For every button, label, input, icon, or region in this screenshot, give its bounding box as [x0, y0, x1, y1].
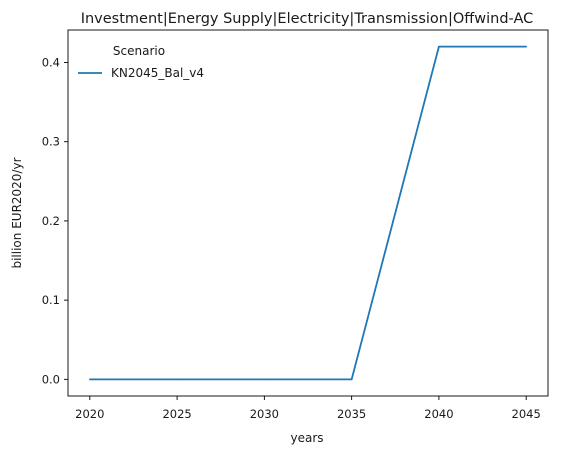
data-point: [263, 378, 266, 381]
y-tick-label: 0.0: [42, 372, 60, 386]
data-point: [89, 378, 91, 381]
series-line-kn2045-bal-v4: [89, 45, 527, 381]
axes-frame: [67, 29, 549, 397]
y-axis-label: billion EUR2020/yr: [10, 157, 24, 268]
x-tick-label: 2020: [75, 407, 104, 421]
data-point: [350, 378, 353, 381]
x-tick-label: 2040: [424, 407, 453, 421]
x-tick-label: 2045: [512, 407, 541, 421]
x-tick-label: 2035: [337, 407, 366, 421]
y-tick-label: 0.4: [42, 55, 60, 69]
data-point: [438, 45, 440, 48]
legend-title: Scenario: [113, 44, 165, 58]
x-axis-label: years: [290, 431, 323, 445]
legend-entry-kn2045-bal-v4: KN2045_Bal_v4: [111, 66, 204, 80]
y-axis: 0.0 0.1 0.2 0.3 0.4: [42, 55, 68, 386]
x-tick-label: 2025: [162, 407, 191, 421]
data-point: [176, 378, 178, 381]
series-layer: [89, 45, 527, 381]
chart-title: Investment|Energy Supply|Electricity|Tra…: [81, 11, 534, 27]
y-tick-label: 0.1: [42, 293, 60, 307]
y-tick-label: 0.3: [42, 135, 60, 149]
data-point: [525, 45, 527, 48]
x-axis: 2020 2025 2030 2035 2040 2045: [75, 396, 541, 421]
plot-area: 2020 2025 2030 2035 2040 2045 0.0 0.1 0.2 0.3 0.4: [42, 29, 549, 421]
legend: Scenario KN2045_Bal_v4: [78, 44, 204, 80]
x-tick-label: 2030: [250, 407, 279, 421]
y-tick-label: 0.2: [42, 214, 60, 228]
